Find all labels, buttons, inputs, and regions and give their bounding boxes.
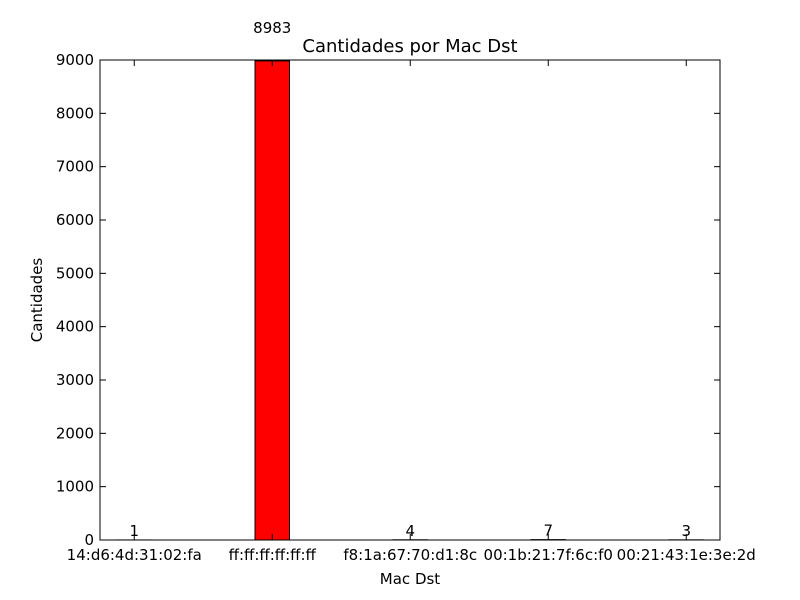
y-tick-label: 2000 [56, 424, 94, 442]
y-tick-label: 5000 [56, 264, 94, 282]
x-tick-label: f8:1a:67:70:d1:8c [343, 546, 477, 564]
plot-area: 0 1000 2000 3000 4000 5000 6000 7000 8000 9000 14:… [56, 19, 756, 564]
x-tick-label: 00:21:43:1e:3e:2d [617, 546, 756, 564]
x-tick-label: 14:d6:4d:31:02:fa [67, 546, 202, 564]
x-axis-label: Mac Dst [380, 570, 441, 588]
y-tick-label: 1000 [56, 478, 94, 496]
y-tick-label: 8000 [56, 104, 94, 122]
data-label: 8983 [253, 19, 291, 37]
data-label: 7 [543, 522, 553, 540]
data-label: 1 [129, 522, 139, 540]
y-tick-label: 4000 [56, 318, 94, 336]
bar [254, 60, 290, 541]
y-tick-label: 9000 [56, 51, 94, 69]
plot-frame [99, 59, 721, 541]
y-tick-label: 7000 [56, 158, 94, 176]
y-tick-label: 6000 [56, 211, 94, 229]
data-label: 3 [681, 522, 691, 540]
x-tick-label: ff:ff:ff:ff:ff:ff [229, 546, 317, 564]
y-tick-label: 3000 [56, 371, 94, 389]
y-axis-label: Cantidades [28, 258, 46, 343]
data-label: 4 [405, 522, 415, 540]
chart-title: Cantidades por Mac Dst [302, 36, 517, 57]
y-tick-label: 0 [84, 531, 94, 549]
x-tick-label: 00:1b:21:7f:6c:f0 [484, 546, 613, 564]
